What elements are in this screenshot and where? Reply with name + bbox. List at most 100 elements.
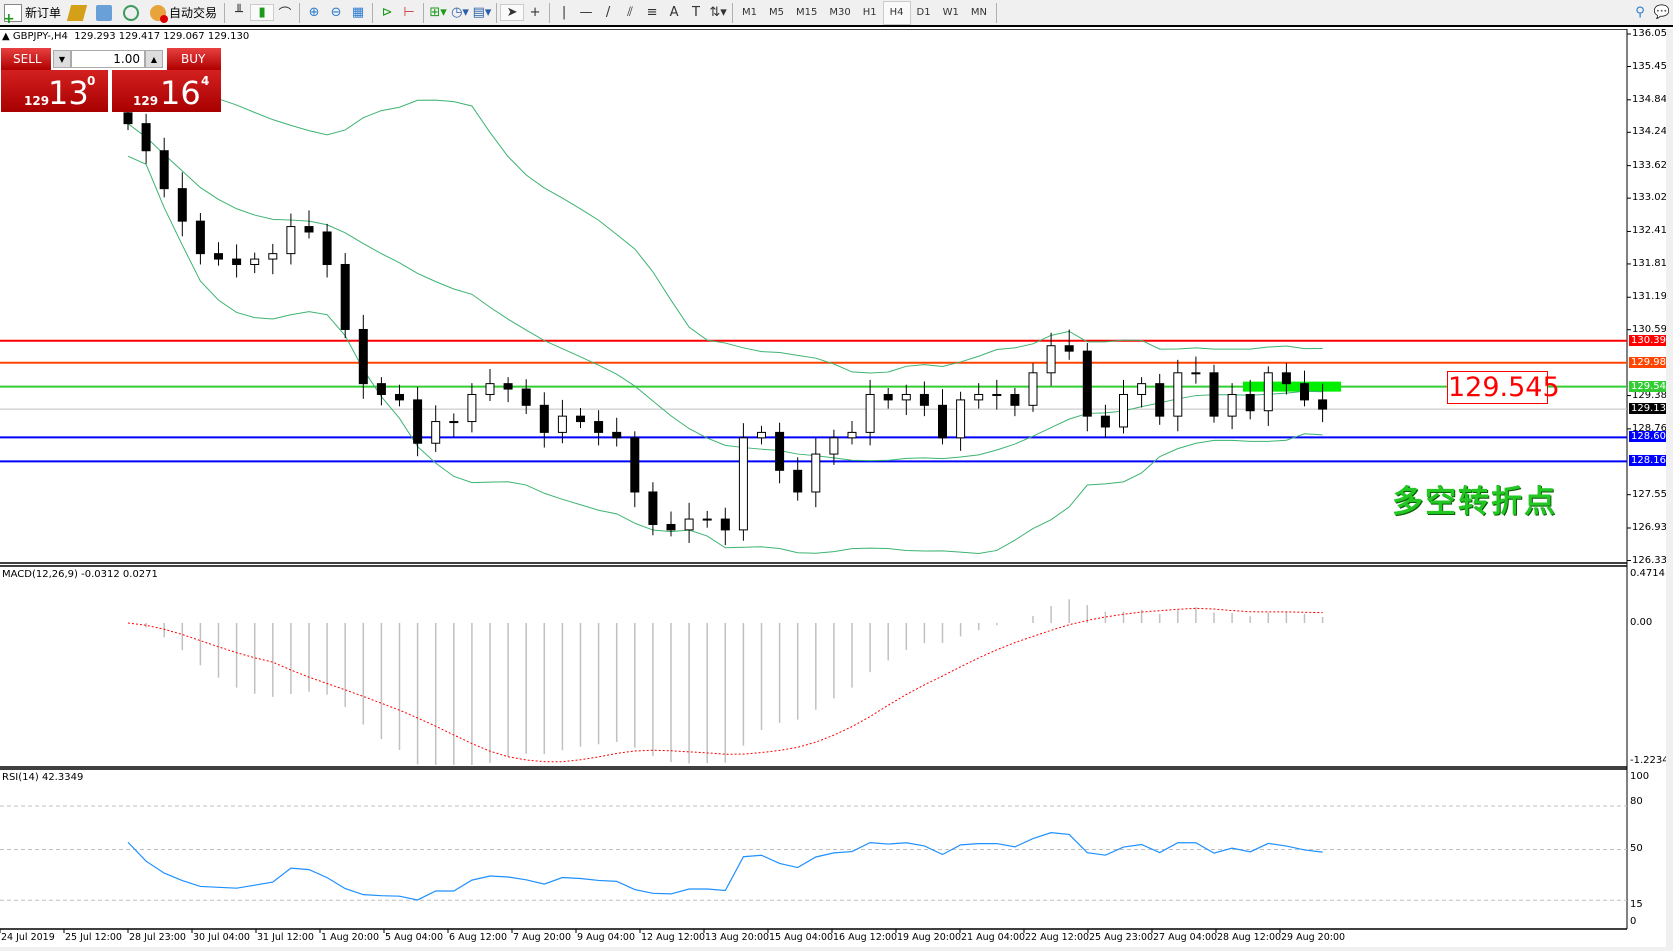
buy-price-button[interactable]: 129 16 4 [112, 70, 221, 112]
level-price-label: 129.986 [1629, 356, 1673, 368]
candle-body [630, 437, 640, 493]
timeframe-m30[interactable]: M30 [829, 6, 851, 18]
candles [123, 106, 1328, 546]
candle-body [1010, 393, 1020, 406]
timeframe-h4[interactable]: H4 [882, 0, 911, 25]
sell-label: SELL [13, 52, 42, 66]
new-order-button[interactable]: + 新订单 [0, 2, 65, 26]
candle-body [1028, 372, 1038, 406]
axes [0, 33, 1631, 933]
price-tick-label: 127.550 [1632, 488, 1673, 500]
sell-button[interactable]: SELL [1, 48, 51, 70]
timeframe-d1[interactable]: D1 [916, 6, 931, 18]
level-price-label: 128.166 [1629, 455, 1673, 467]
toolbar: + 新订单 自动交易 ╨ ▮ ⌒ ⊕ ⊖ ▦ ⊳ ⊢ ⊞▾ ◷▾ ▤▾ ➤ + |… [0, 0, 1673, 27]
signal-icon [123, 4, 140, 21]
candle-body [666, 523, 676, 531]
periods-clock-icon[interactable]: ◷▾ [451, 5, 469, 20]
symbol-label: GBPJPY-,H4 [12, 31, 68, 42]
chart-canvas[interactable] [0, 29, 1673, 951]
timeframe-w1[interactable]: W1 [942, 6, 959, 18]
sell-price-pips: 13 [48, 74, 89, 112]
horizontal-line-icon[interactable]: — [579, 5, 593, 20]
sell-price-button[interactable]: 129 13 0 [1, 70, 108, 112]
timeframe-m1[interactable]: M1 [742, 6, 758, 18]
candle-body [793, 469, 803, 493]
zoom-in-icon[interactable]: ⊕ [308, 5, 320, 20]
price-tick-label: 132.410 [1632, 225, 1673, 237]
candle-body [919, 393, 929, 406]
timeframe-h1[interactable]: H1 [862, 6, 877, 18]
text-label-icon[interactable]: T [692, 5, 700, 20]
indicators-icon[interactable]: ⊞▾ [429, 5, 447, 20]
timeframe-m5[interactable]: M5 [769, 6, 785, 18]
lot-size-input[interactable]: 1.00 [71, 50, 145, 68]
chart-shift-icon[interactable]: ⊢ [403, 5, 415, 20]
ohlc-values: 129.293 129.417 129.067 129.130 [74, 31, 250, 42]
bb-upper-line [127, 90, 1323, 374]
trendline-icon[interactable]: / [605, 5, 611, 20]
candle-body [250, 258, 260, 265]
buy-label: BUY [181, 52, 206, 66]
zoom-out-icon[interactable]: ⊖ [330, 5, 342, 20]
bb-middle-line [127, 123, 1323, 462]
vertical-line-icon[interactable]: | [561, 5, 567, 20]
bottom-bar [0, 947, 1673, 951]
new-order-icon: + [3, 3, 22, 26]
candle-body [1318, 399, 1328, 410]
candle-body [738, 437, 748, 531]
candle-body [992, 393, 1002, 396]
one-click-trading-panel: SELL ▼ 1.00 ▲ BUY 129 13 0 129 16 4 [1, 48, 221, 112]
candle-body [485, 383, 495, 395]
time-tick-label: 5 Aug 04:00 [385, 932, 444, 943]
highlight-bar [1243, 381, 1341, 392]
data-window-button[interactable] [92, 2, 119, 24]
separator [299, 2, 301, 23]
signals-button[interactable] [119, 2, 146, 24]
time-tick-label: 9 Aug 04:00 [577, 932, 636, 943]
tile-windows-icon[interactable]: ▦ [351, 5, 365, 20]
search-icon[interactable]: ⚲ [1635, 5, 1645, 20]
price-tick-label: 126.335 [1632, 554, 1673, 566]
candle-body [195, 220, 205, 255]
templates-icon[interactable]: ▤▾ [472, 5, 492, 20]
arrows-icon[interactable]: ⇅▾ [709, 5, 727, 20]
price-tick-label: 126.935 [1632, 522, 1673, 533]
candle-body [1227, 393, 1237, 417]
candle-body [286, 226, 296, 255]
cursor-icon[interactable]: ➤ [500, 4, 525, 21]
price-tick-label: 134.240 [1632, 126, 1673, 138]
candle-body [376, 383, 386, 395]
timeframe-m15[interactable]: M15 [796, 6, 818, 18]
candle-body [449, 421, 459, 424]
auto-scroll-icon[interactable]: ⊳ [381, 5, 393, 20]
market-watch-button[interactable] [65, 2, 92, 24]
lot-increase-button[interactable]: ▲ [145, 50, 163, 68]
candle-body [901, 393, 911, 401]
candle-body [1209, 372, 1219, 417]
buy-button[interactable]: BUY [167, 48, 221, 70]
timeframe-mn[interactable]: MN [970, 6, 987, 18]
bar-chart-icon[interactable]: ╨ [235, 5, 243, 20]
candle-body [123, 112, 133, 125]
time-tick-label: 28 Aug 12:00 [1217, 932, 1282, 943]
candlestick-icon[interactable]: ▮ [250, 4, 275, 21]
candle-body [612, 431, 622, 439]
candle-body [395, 393, 404, 401]
auto-trading-label: 自动交易 [169, 6, 218, 20]
separator [732, 2, 734, 23]
candle-body [268, 253, 278, 260]
chat-icon[interactable]: 💬 [1653, 5, 1671, 20]
candle-body [1245, 393, 1255, 412]
fibonacci-icon[interactable]: ≡ [646, 5, 658, 20]
channel-icon[interactable]: ⫽ [627, 5, 633, 20]
candle-body [938, 404, 947, 439]
candle-body [159, 150, 169, 190]
text-icon[interactable]: A [669, 5, 679, 20]
crosshair-icon[interactable]: + [529, 5, 541, 20]
auto-trading-button[interactable]: 自动交易 [146, 2, 221, 24]
line-chart-icon[interactable]: ⌒ [278, 7, 292, 22]
lot-decrease-button[interactable]: ▼ [53, 50, 71, 68]
separator [224, 2, 226, 23]
right-scrollbar[interactable] [1666, 29, 1673, 951]
